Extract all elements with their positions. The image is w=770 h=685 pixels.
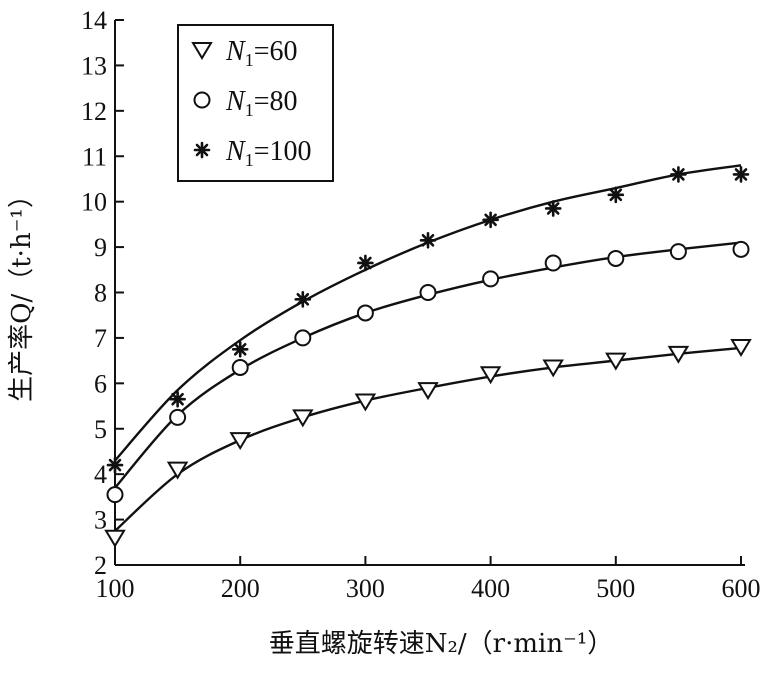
y-tick-label: 7: [94, 324, 107, 353]
fit-line-series-1: [114, 346, 742, 532]
data-point-series-3: [544, 200, 562, 217]
data-point-series-2: [482, 270, 500, 288]
data-point-series-2: [231, 358, 249, 376]
y-ticks: 2 3 4 5 6 7 8 9 10 11 12 13 14: [81, 6, 124, 580]
data-point-series-2: [419, 284, 437, 301]
y-tick-label: 3: [94, 506, 107, 535]
y-tick-label: 6: [94, 369, 107, 398]
x-tick-label: 300: [346, 574, 385, 603]
data-point-series-1: [354, 393, 377, 412]
legend-marker-3: [193, 141, 211, 159]
data-point-series-1: [605, 352, 627, 371]
data-point-series-2: [732, 240, 750, 258]
data-point-series-2: [607, 249, 625, 267]
y-tick-label: 9: [94, 233, 107, 262]
data-point-series-2: [544, 254, 562, 272]
data-point-series-1: [229, 432, 251, 451]
data-point-series-1: [166, 461, 189, 480]
y-axis-title: 生产率Q/（t·h⁻¹）: [7, 182, 37, 402]
fit-line-series-3: [114, 164, 742, 462]
data-point-series-3: [482, 211, 499, 229]
legend-label-3: N1=100: [225, 136, 311, 170]
data-point-series-1: [667, 345, 690, 364]
fit-lines: [114, 164, 742, 532]
y-tick-label: 5: [94, 415, 107, 444]
legend-label-1: N1=60: [225, 36, 297, 70]
data-point-series-1: [292, 409, 314, 428]
x-tick-label: 100: [96, 574, 135, 603]
y-tick-label: 13: [81, 51, 107, 80]
legend-marker-2: [193, 91, 211, 109]
legend-label-2: N1=80: [225, 86, 297, 120]
y-tick-label: 11: [82, 142, 107, 171]
y-tick-label: 2: [94, 551, 107, 580]
y-tick-label: 10: [81, 188, 107, 217]
data-point-series-1: [417, 382, 439, 401]
data-point-series-2: [169, 408, 187, 426]
data-point-series-1: [542, 359, 564, 378]
x-tick-label: 200: [221, 574, 260, 603]
data-point-series-3: [169, 390, 186, 408]
legend-marker-1: [191, 42, 213, 60]
x-tick-label: 500: [596, 574, 635, 603]
data-point-series-3: [419, 231, 437, 249]
legend: N1=60 N1=80 N1=100: [177, 24, 334, 182]
data-point-series-2: [356, 304, 374, 322]
data-point-series-1: [104, 529, 126, 548]
data-point-series-3: [607, 186, 625, 204]
data-point-series-3: [231, 340, 249, 358]
markers: [104, 166, 752, 548]
x-ticks: 100 200 300 400 500 600: [96, 556, 761, 603]
y-tick-label: 14: [81, 6, 107, 35]
data-point-series-3: [670, 166, 687, 183]
data-point-series-3: [106, 456, 124, 474]
x-axis-title: 垂直螺旋转速N₂/（r·min⁻¹）: [269, 629, 614, 659]
fit-line-series-2: [114, 241, 742, 489]
data-point-series-1: [479, 366, 502, 385]
data-point-series-2: [669, 243, 687, 261]
data-point-series-2: [106, 486, 124, 504]
data-point-series-2: [294, 329, 312, 347]
data-point-series-3: [732, 166, 750, 183]
y-tick-label: 12: [81, 97, 107, 126]
x-tick-label: 600: [722, 574, 761, 603]
y-tick-label: 8: [94, 279, 107, 308]
y-tick-label: 4: [94, 460, 107, 489]
data-point-series-3: [294, 291, 312, 308]
x-tick-label: 400: [471, 574, 510, 603]
data-point-series-3: [357, 254, 374, 272]
data-point-series-1: [730, 339, 752, 357]
